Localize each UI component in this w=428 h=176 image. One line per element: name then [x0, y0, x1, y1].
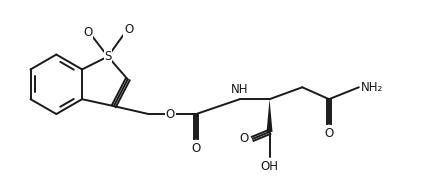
Text: OH: OH	[261, 160, 279, 173]
Text: O: O	[124, 23, 134, 36]
Text: S: S	[104, 50, 112, 63]
Text: O: O	[83, 26, 93, 39]
Text: NH₂: NH₂	[361, 81, 383, 94]
Polygon shape	[267, 99, 273, 132]
Text: O: O	[324, 127, 334, 140]
Text: O: O	[239, 132, 249, 145]
Text: O: O	[166, 108, 175, 121]
Text: O: O	[191, 142, 201, 155]
Text: NH: NH	[231, 83, 249, 96]
